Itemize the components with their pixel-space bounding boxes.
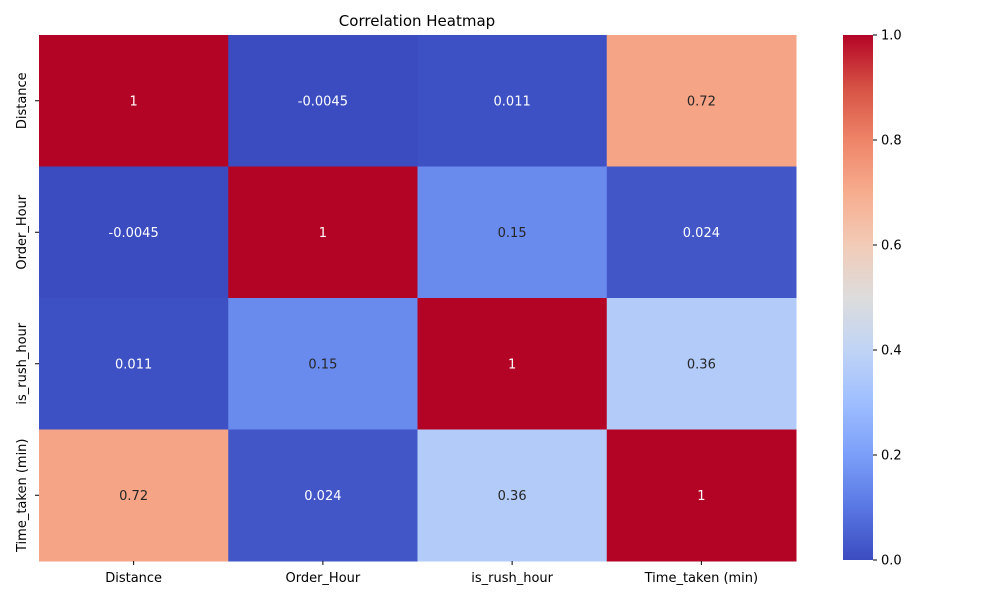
heatmap-cell-r3-c1 — [228, 429, 418, 562]
colorbar-tick-label-1: 0.2 — [881, 449, 902, 464]
colorbar-gradient — [843, 35, 873, 560]
x-axis-ticks: Distance Order_Hour is_rush_hour Time_taken… — [105, 561, 758, 586]
colorbar — [843, 35, 873, 560]
colorbar-tick-label-3: 0.6 — [881, 239, 902, 254]
heatmap-cell-label-r0-c1: -0.0045 — [298, 94, 348, 109]
heatmap-cell-r0-c1 — [228, 35, 418, 167]
y-tick-label-1: Order_Hour — [15, 194, 30, 269]
heatmap-cell-labels: 1 -0.0045 0.011 0.72 -0.0045 1 0.15 0.024 0.011 0… — [109, 94, 720, 504]
heatmap-cells — [39, 35, 797, 562]
heatmap-cell-label-r2-c1: 0.15 — [308, 357, 337, 372]
colorbar-ticks: 0.0 0.2 0.4 0.6 0.8 1.0 — [873, 29, 902, 569]
heatmap-cell-r3-c0 — [39, 429, 229, 562]
colorbar-tick-label-5: 1.0 — [881, 29, 902, 44]
heatmap-cell-label-r3-c3: 1 — [697, 489, 705, 504]
colorbar-tick-label-0: 0.0 — [881, 554, 902, 569]
chart-title: Correlation Heatmap — [339, 12, 495, 30]
heatmap-cell-r1-c1 — [228, 166, 418, 299]
heatmap-cell-r2-c1 — [228, 298, 418, 430]
heatmap-cell-r3-c3 — [606, 429, 797, 562]
y-tick-label-0: Distance — [15, 72, 30, 129]
heatmap-cell-label-r3-c2: 0.36 — [498, 489, 527, 504]
heatmap-cell-r0-c0 — [39, 35, 229, 167]
heatmap-cell-label-r0-c2: 0.011 — [494, 94, 531, 109]
heatmap-cell-r1-c0 — [39, 166, 229, 299]
heatmap-cell-label-r1-c1: 1 — [319, 226, 327, 241]
heatmap-cell-r1-c2 — [417, 166, 608, 299]
colorbar-tick-label-4: 0.8 — [881, 134, 902, 149]
heatmap-cell-label-r3-c0: 0.72 — [119, 489, 148, 504]
heatmap-cell-label-r3-c1: 0.024 — [304, 489, 341, 504]
y-tick-label-2: is_rush_hour — [15, 322, 30, 404]
heatmap-cell-label-r1-c2: 0.15 — [498, 226, 527, 241]
heatmap-cell-r3-c2 — [417, 429, 608, 562]
x-tick-label-1: Order_Hour — [285, 571, 360, 586]
y-axis-ticks: Distance Order_Hour is_rush_hour Time_taken… — [15, 72, 39, 553]
x-tick-label-2: is_rush_hour — [471, 571, 553, 586]
heatmap-cell-label-r2-c3: 0.36 — [687, 357, 716, 372]
heatmap-cell-label-r2-c0: 0.011 — [115, 357, 152, 372]
heatmap-cell-label-r2-c2: 1 — [508, 357, 516, 372]
heatmap-cell-label-r0-c0: 1 — [129, 94, 137, 109]
x-tick-label-0: Distance — [105, 571, 162, 586]
x-tick-label-3: Time_taken (min) — [644, 571, 758, 586]
y-tick-label-3: Time_taken (min) — [15, 439, 30, 553]
colorbar-tick-label-2: 0.4 — [881, 344, 902, 359]
heatmap-cell-r2-c0 — [39, 298, 229, 430]
heatmap-cell-r0-c2 — [417, 35, 608, 167]
heatmap-cell-label-r1-c3: 0.024 — [683, 226, 720, 241]
heatmap-cell-r1-c3 — [606, 166, 797, 299]
heatmap-cell-r0-c3 — [606, 35, 797, 167]
heatmap-cell-label-r1-c0: -0.0045 — [109, 226, 159, 241]
heatmap-cell-label-r0-c3: 0.72 — [687, 94, 716, 109]
heatmap-cell-r2-c2 — [417, 298, 608, 430]
heatmap-cell-r2-c3 — [606, 298, 797, 430]
